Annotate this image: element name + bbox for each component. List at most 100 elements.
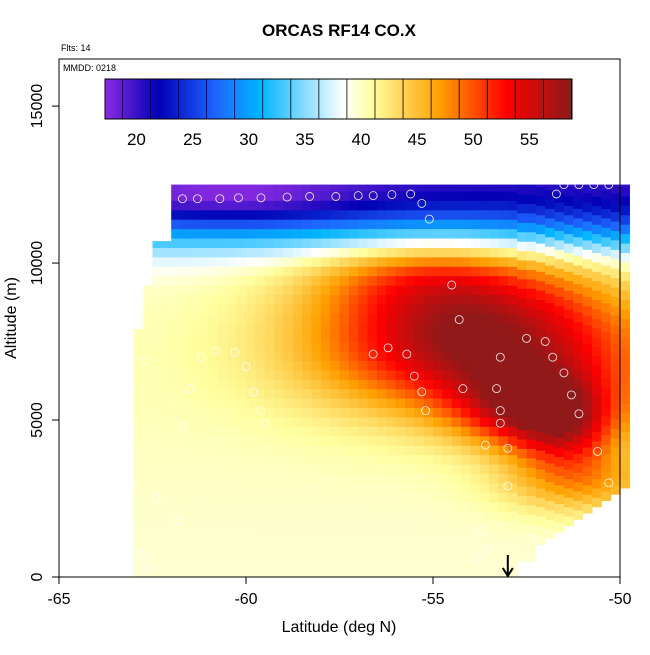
heatmap-cell xyxy=(339,445,350,456)
heatmap-cell xyxy=(208,341,219,352)
heatmap-cell xyxy=(563,299,574,310)
heatmap-cell xyxy=(208,247,219,258)
heatmap-cell xyxy=(489,294,500,305)
heatmap-cell xyxy=(489,332,500,343)
heatmap-cell xyxy=(283,275,294,286)
heatmap-cell xyxy=(339,228,350,239)
heatmap-cell xyxy=(161,379,172,390)
heatmap-cell xyxy=(311,416,322,427)
heatmap-cell xyxy=(311,294,322,305)
heatmap-cell xyxy=(423,567,434,578)
heatmap-cell xyxy=(535,299,546,310)
heatmap-cell xyxy=(535,261,546,272)
heatmap-cell xyxy=(535,186,546,197)
heatmap-cell xyxy=(330,388,341,399)
heatmap-cell xyxy=(395,426,406,437)
heatmap-cell xyxy=(451,294,462,305)
heatmap-cell xyxy=(620,374,630,385)
observation-point xyxy=(196,352,206,362)
colorbar-segment xyxy=(365,79,370,119)
heatmap-cell xyxy=(236,435,247,446)
colorbar-segment xyxy=(398,79,403,119)
heatmap-cell xyxy=(395,407,406,418)
heatmap-cell xyxy=(227,228,238,239)
heatmap-cell xyxy=(591,214,602,225)
heatmap-cell xyxy=(461,435,471,446)
heatmap-cell xyxy=(189,435,200,446)
heatmap-cell xyxy=(451,388,462,399)
heatmap-cell xyxy=(517,495,528,506)
observation-point xyxy=(477,525,487,535)
heatmap-cell xyxy=(395,209,406,220)
heatmap-cell xyxy=(320,482,331,493)
heatmap-cell xyxy=(545,425,556,436)
heatmap-cell xyxy=(320,548,331,559)
heatmap-cell xyxy=(292,256,303,267)
heatmap-cell xyxy=(330,407,341,418)
heatmap-cell xyxy=(554,409,565,420)
heatmap-cell xyxy=(236,416,247,427)
heatmap-cell xyxy=(442,520,453,531)
heatmap-cell xyxy=(274,416,284,427)
heatmap-cell xyxy=(264,454,275,465)
heatmap-cell xyxy=(433,379,443,390)
heatmap-cell xyxy=(610,409,621,420)
heatmap-cell xyxy=(573,377,584,388)
heatmap-cell xyxy=(292,379,303,390)
colorbar-segment xyxy=(175,79,179,119)
heatmap-cell xyxy=(152,492,163,503)
colorbar-segment xyxy=(171,79,176,119)
heatmap-cell xyxy=(339,529,350,540)
heatmap-cell xyxy=(217,463,228,474)
heatmap-cell xyxy=(610,362,621,373)
observation-point xyxy=(151,494,161,503)
heatmap-cell xyxy=(171,322,182,333)
heatmap-cell xyxy=(227,529,238,540)
heatmap-cell xyxy=(330,482,341,493)
heatmap-cell xyxy=(554,512,565,523)
heatmap-cell xyxy=(292,369,303,380)
heatmap-cell xyxy=(236,539,247,550)
heatmap-cell xyxy=(311,184,322,192)
heatmap-cell xyxy=(367,322,378,333)
heatmap-cell xyxy=(442,247,453,258)
heatmap-cell xyxy=(591,469,602,480)
heatmap-cell xyxy=(246,256,256,267)
heatmap-cell xyxy=(461,184,471,192)
heatmap-cell xyxy=(479,237,490,248)
heatmap-cell xyxy=(320,200,331,211)
heatmap-cell xyxy=(320,567,331,578)
heatmap-cell xyxy=(451,219,462,230)
observation-point xyxy=(495,352,505,362)
heatmap-cell xyxy=(217,303,228,314)
heatmap-cell xyxy=(591,280,602,291)
observation-point xyxy=(559,368,569,378)
heatmap-cell xyxy=(348,426,359,437)
heatmap-cell xyxy=(395,520,406,531)
heatmap-cell xyxy=(217,548,228,559)
heatmap-cell xyxy=(302,190,313,201)
heatmap-cell xyxy=(582,399,593,410)
heatmap-cell xyxy=(358,228,369,239)
heatmap-cell xyxy=(554,220,565,232)
heatmap-cell xyxy=(517,382,528,393)
heatmap-cell xyxy=(451,332,462,343)
heatmap-cell xyxy=(573,359,584,370)
heatmap-cell xyxy=(292,200,303,211)
colorbar-segment xyxy=(515,79,520,119)
heatmap-cell xyxy=(339,501,350,512)
heatmap-cell xyxy=(348,237,359,248)
heatmap-cell xyxy=(573,283,584,294)
heatmap-cell xyxy=(330,247,341,258)
heatmap-cell xyxy=(330,539,341,550)
heatmap-cell xyxy=(507,548,518,559)
heatmap-cell xyxy=(161,445,172,456)
heatmap-cell xyxy=(283,520,294,531)
heatmap-cell xyxy=(264,463,275,474)
heatmap-cell xyxy=(526,542,537,553)
heatmap-cell xyxy=(591,431,602,442)
heatmap-cell xyxy=(292,492,303,503)
heatmap-cell xyxy=(563,393,574,404)
heatmap-cell xyxy=(227,303,238,314)
heatmap-cell xyxy=(208,435,219,446)
